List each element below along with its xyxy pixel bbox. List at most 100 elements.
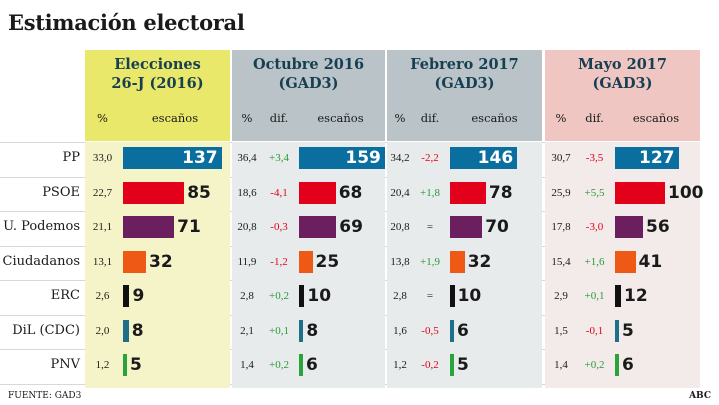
seat-bar [615, 354, 619, 376]
seat-count: 32 [467, 251, 492, 272]
seat-bar [299, 147, 385, 169]
seat-bar [450, 216, 483, 238]
seat-bar [299, 285, 305, 307]
seat-count: 70 [485, 217, 509, 237]
seat-bar [450, 354, 454, 376]
section-subtitle: (GAD3) [278, 75, 339, 92]
pct-value: 36,4 [237, 152, 257, 164]
dif-value: +1,9 [420, 255, 440, 268]
seats-header: escaños [151, 111, 199, 125]
seat-count: 85 [187, 182, 211, 203]
pct-value: 25,9 [551, 186, 571, 199]
seat-count: 56 [646, 217, 670, 237]
seat-bar [123, 354, 127, 376]
pct-value: 1,6 [393, 324, 407, 337]
section-subtitle: (GAD3) [592, 75, 653, 92]
seat-count: 41 [638, 251, 663, 272]
dif-header: dif. [585, 111, 604, 125]
dif-value: +3,4 [269, 152, 289, 164]
pct-header: % [241, 111, 253, 125]
section-3: Mayo 2017 (GAD3)% dif. escaños 30,7 -3,5 127 25… [545, 50, 704, 388]
dif-value: +0,2 [584, 359, 605, 371]
seat-bar [450, 250, 465, 273]
seat-count: 6 [622, 355, 634, 375]
dif-value: +0,2 [269, 290, 289, 302]
seat-bar [615, 285, 621, 307]
dif-value: = [426, 221, 434, 233]
seat-count: 6 [306, 355, 318, 375]
seat-count: 5 [130, 355, 142, 375]
dif-value: +1,8 [420, 186, 440, 199]
seat-count: 32 [149, 251, 173, 272]
party-label: ERC [50, 288, 80, 303]
seat-bar [615, 319, 619, 342]
pct-value: 2,6 [95, 290, 110, 302]
pct-value: 13,1 [92, 255, 113, 268]
pct-value: 20,8 [390, 221, 410, 233]
dif-value: -0,2 [421, 359, 439, 371]
dif-value: -2,2 [421, 152, 439, 164]
pct-value: 20,8 [237, 221, 257, 233]
seat-bar [615, 181, 665, 204]
seat-bar [123, 250, 147, 273]
pct-value: 30,7 [551, 152, 571, 164]
dif-value: +1,6 [584, 255, 605, 268]
party-label: PNV [50, 357, 80, 372]
pct-value: 34,2 [390, 152, 410, 164]
seat-count: 25 [315, 251, 340, 272]
pct-value: 1,2 [393, 359, 407, 371]
seat-count: 6 [457, 320, 469, 341]
pct-header: % [97, 111, 108, 125]
seat-bar [123, 181, 185, 204]
dif-value: +0,2 [269, 359, 289, 371]
party-label: PSOE [42, 184, 80, 200]
dif-value: -1,2 [270, 255, 288, 268]
section-title: Febrero 2017 [410, 56, 519, 73]
column-headers: % dif. escaños [545, 97, 700, 141]
section-title: Elecciones [114, 56, 201, 73]
page-title: Estimación electoral [8, 10, 245, 35]
dif-value: +5,5 [584, 186, 605, 199]
seat-count: 69 [339, 217, 363, 237]
seats-header: escaños [317, 111, 364, 125]
seat-bar [123, 147, 222, 169]
seat-count: 8 [131, 320, 144, 341]
column-headers: % dif. escaños [387, 97, 542, 141]
party-label: PP [62, 150, 81, 165]
dif-value: = [426, 290, 434, 302]
pct-value: 2,9 [554, 290, 568, 302]
seat-bar [299, 319, 304, 342]
pct-value: 2,1 [240, 324, 254, 337]
section-header: Octubre 2016 (GAD3) [232, 50, 385, 97]
seat-bar [299, 216, 337, 238]
seat-bar [299, 181, 336, 204]
section-title: Octubre 2016 [252, 56, 365, 73]
seat-bar [615, 250, 636, 273]
dif-value: -0,1 [585, 324, 604, 337]
pct-value: 15,4 [551, 255, 571, 268]
seat-count: 100 [668, 182, 704, 203]
seat-count: 5 [457, 355, 469, 375]
dif-header: dif. [420, 111, 440, 125]
dif-value: +0,1 [584, 290, 605, 302]
pct-value: 21,1 [92, 221, 113, 233]
pct-value: 1,2 [95, 359, 110, 371]
pct-value: 1,4 [240, 359, 254, 371]
seat-bar [450, 181, 486, 204]
party-label: U. Podemos [3, 219, 80, 234]
seat-count: 71 [177, 217, 201, 237]
section-body: 33,0 137 22,7 85 21,1 71 13,1 32 2,6 9 2,0 8 1,2 5 [85, 142, 230, 388]
pct-header: % [555, 111, 567, 125]
dif-value: +0,1 [269, 324, 289, 337]
column-headers: % escaños [85, 97, 230, 141]
seats-header: escaños [632, 111, 680, 125]
section-1: Octubre 2016 (GAD3)% dif. escaños 36,4 +3,4 15… [232, 50, 385, 388]
seat-count: 137 [182, 148, 218, 168]
seat-bar [299, 250, 313, 273]
seat-count: 5 [622, 320, 634, 341]
dif-value: -3,0 [585, 221, 604, 233]
brand-logo: ABC [689, 391, 711, 401]
pct-value: 22,7 [92, 186, 113, 199]
pct-value: 2,8 [393, 290, 407, 302]
seat-count: 68 [338, 182, 363, 203]
